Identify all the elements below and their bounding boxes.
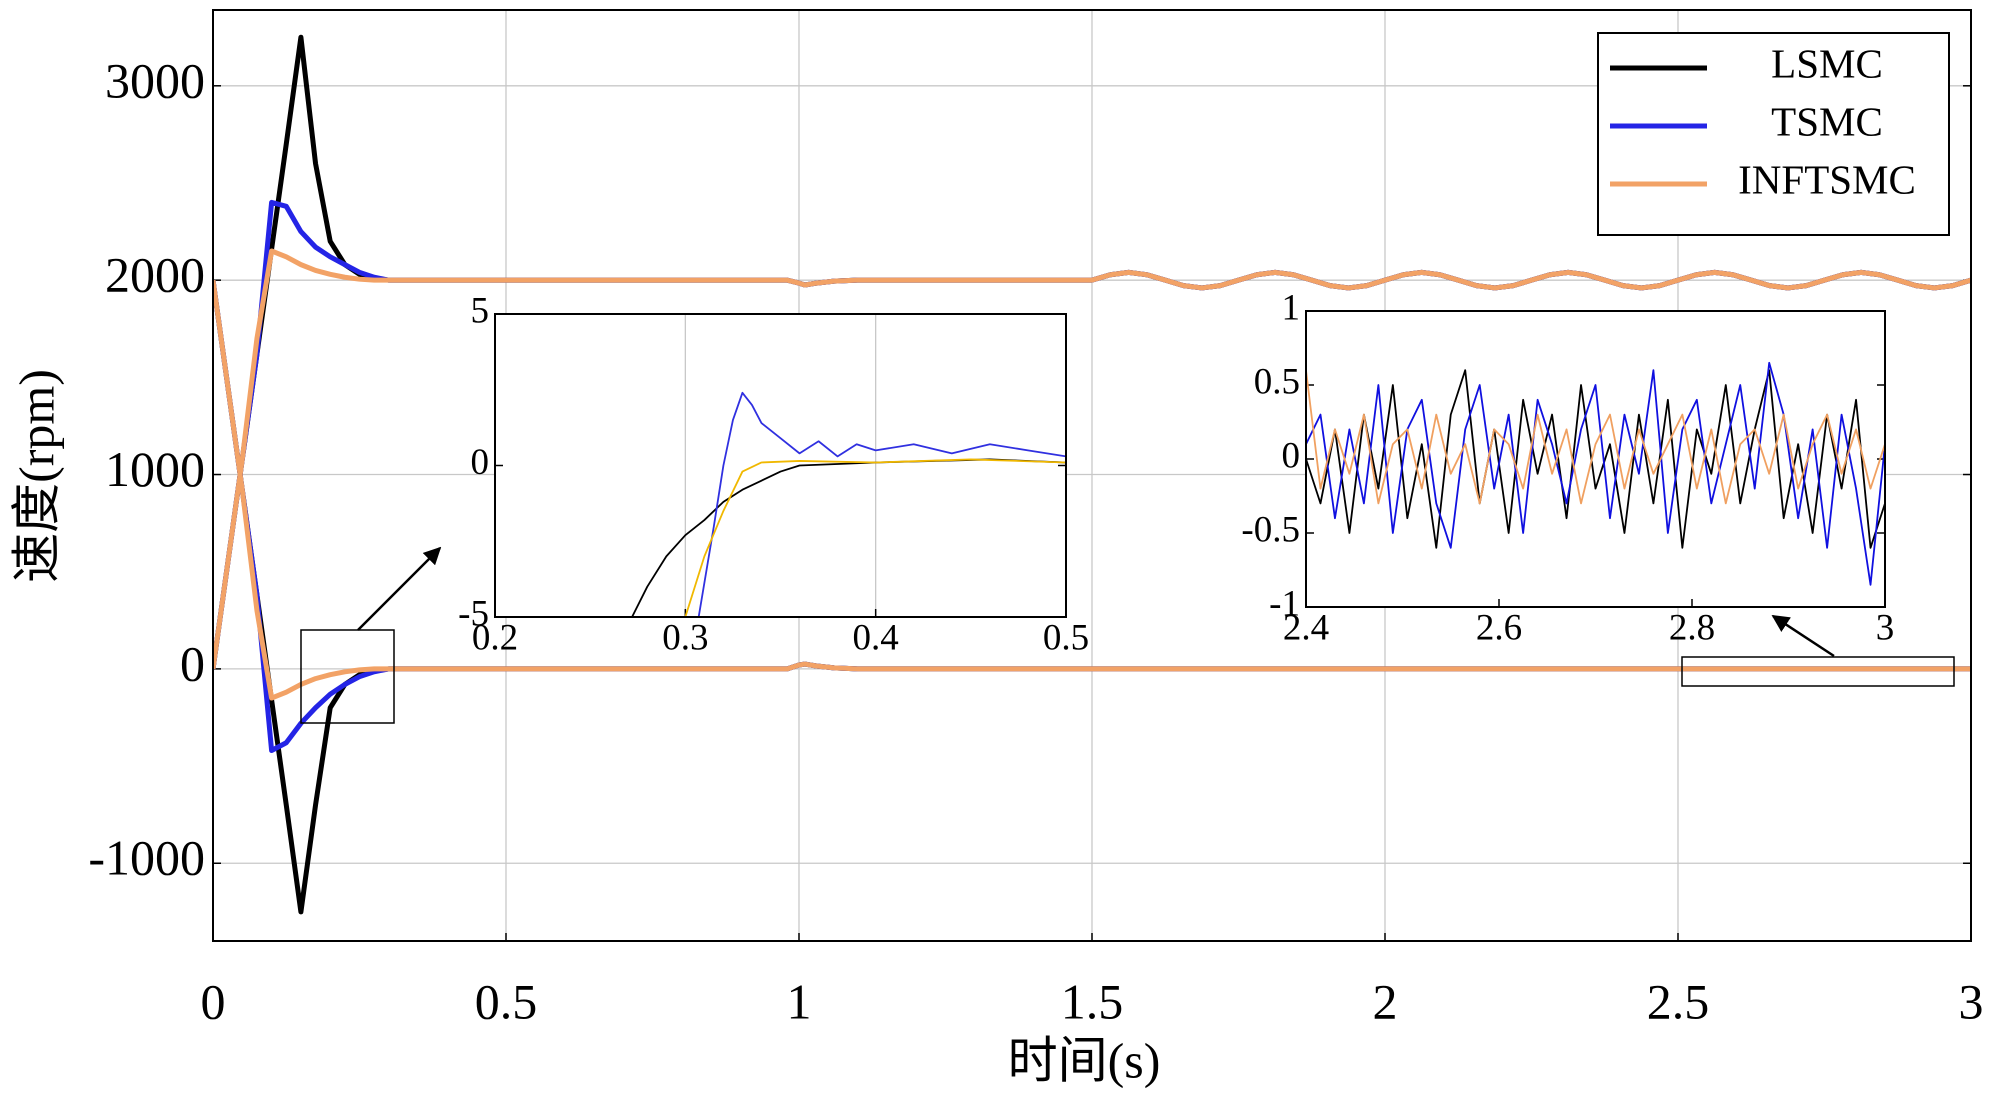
y-tick-label: 0 [471, 442, 490, 483]
y-tick-label: 2000 [105, 247, 205, 303]
zoom-arrow [1771, 614, 1835, 658]
x-tick-label: 0 [201, 973, 226, 1029]
series-line [213, 279, 1971, 701]
series-line [1306, 361, 1885, 586]
series-line [697, 391, 1066, 617]
legend-label: TSMC [1771, 98, 1883, 144]
zoom-arrow [357, 546, 442, 631]
y-tick-label: 3000 [105, 52, 205, 108]
x-tick-label: 0.4 [853, 617, 899, 658]
series-line [684, 458, 1066, 617]
y-tick-label: 0 [180, 635, 205, 691]
series-line [1306, 369, 1885, 549]
plot-area [495, 314, 1066, 617]
x-tick-label: 0.5 [1043, 617, 1089, 658]
y-tick-label: 0.5 [1254, 361, 1300, 402]
x-tick-label: 0.2 [472, 617, 518, 658]
zoom-box [300, 629, 395, 724]
y-tick-label: 1 [1282, 287, 1301, 328]
x-tick-label: 3 [1876, 607, 1895, 648]
plot-frame [1305, 310, 1886, 608]
x-tick-label: 3 [1959, 973, 1984, 1029]
plot-area [1306, 311, 1885, 607]
legend-label: LSMC [1771, 40, 1883, 86]
series-line [213, 248, 1971, 670]
plot-frame [494, 313, 1067, 618]
y-tick-label: -0.5 [1241, 509, 1300, 550]
x-tick-label: 2.4 [1283, 607, 1329, 648]
x-tick-label: 2.5 [1647, 973, 1710, 1029]
series-line [1306, 370, 1885, 505]
x-tick-label: 0.5 [475, 973, 538, 1029]
plot-frame [212, 9, 1972, 942]
x-tick-label: 2 [1373, 973, 1398, 1029]
plot-layer: 0 0.5 1 1.5 2 2.5 3 -1000 0 1000 2000 3000 0.2 0.3 0.4… [88, 9, 1984, 1029]
x-tick-label: 0.3 [662, 617, 708, 658]
y-tick-label: -1 [1269, 583, 1300, 624]
y-tick-label: 0 [1282, 435, 1301, 476]
legend-label: INFTSMC [1738, 156, 1916, 202]
x-tick-label: 2.6 [1476, 607, 1522, 648]
zoom-box [1681, 656, 1955, 687]
y-tick-label: 5 [471, 290, 490, 331]
y-tick-label: -1000 [88, 830, 205, 886]
x-tick-label: 1.5 [1061, 973, 1124, 1029]
x-axis-label: 时间(s) [1008, 1032, 1161, 1088]
y-axis-label: 速度(rpm) [8, 369, 64, 583]
x-tick-label: 1 [787, 973, 812, 1029]
x-tick-label: 2.8 [1669, 607, 1715, 648]
y-tick-label: -5 [458, 593, 489, 634]
y-tick-label: 1000 [105, 441, 205, 497]
